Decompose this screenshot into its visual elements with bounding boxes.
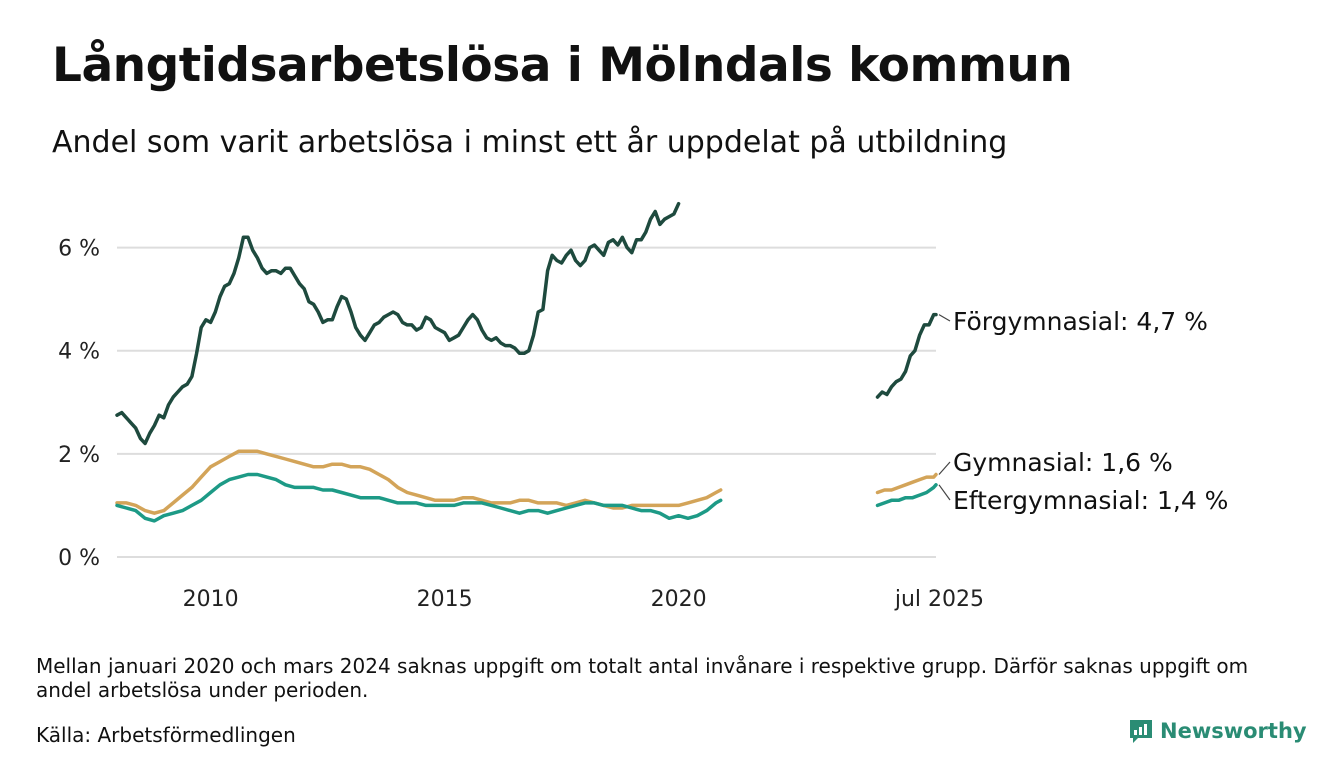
series-line-eftergymnasial	[875, 483, 938, 508]
source-credit: Källa: Arbetsförmedlingen	[36, 723, 296, 747]
x-tick-label: 2020	[651, 587, 707, 612]
x-tick-label: jul 2025	[894, 587, 984, 612]
series-line-eftergymnasial	[115, 472, 723, 523]
x-tick-label: 2010	[183, 587, 239, 612]
y-tick-label: 0 %	[58, 546, 100, 571]
label-connector	[938, 314, 951, 322]
series-end-label: Eftergymnasial: 1,4 %	[953, 486, 1228, 515]
y-axis-tick-labels: 0 % 2 % 4 % 6 %	[58, 237, 100, 571]
chart-subtitle: Andel som varit arbetslösa i minst ett å…	[52, 125, 1008, 160]
label-connector	[938, 484, 951, 501]
series-lines	[115, 201, 938, 523]
series-line-gymnasial	[875, 472, 938, 495]
line-chart: 0 % 2 % 4 % 6 % 2010 2015 2020 jul 2025 Förgym…	[58, 201, 1228, 612]
newsworthy-logo-icon	[1130, 720, 1152, 743]
y-tick-label: 4 %	[58, 340, 100, 365]
series-line-förgymnasial	[875, 312, 938, 399]
y-tick-label: 2 %	[58, 443, 100, 468]
y-tick-label: 6 %	[58, 237, 100, 262]
series-end-label: Förgymnasial: 4,7 %	[953, 307, 1208, 336]
footnote: Mellan januari 2020 och mars 2024 saknas…	[36, 654, 1249, 702]
chart-title: Långtidsarbetslösa i Mölndals kommun	[52, 38, 1073, 93]
x-axis-tick-labels: 2010 2015 2020 jul 2025	[183, 587, 984, 612]
series-end-label: Gymnasial: 1,6 %	[953, 448, 1173, 477]
x-tick-label: 2015	[417, 587, 473, 612]
series-end-labels: Förgymnasial: 4,7 % Gymnasial: 1,6 % Efter…	[938, 307, 1228, 515]
brand-name: Newsworthy	[1160, 719, 1307, 743]
label-connector	[938, 461, 951, 475]
brand-logo[interactable]: Newsworthy	[1128, 718, 1307, 744]
series-line-förgymnasial	[115, 201, 681, 446]
